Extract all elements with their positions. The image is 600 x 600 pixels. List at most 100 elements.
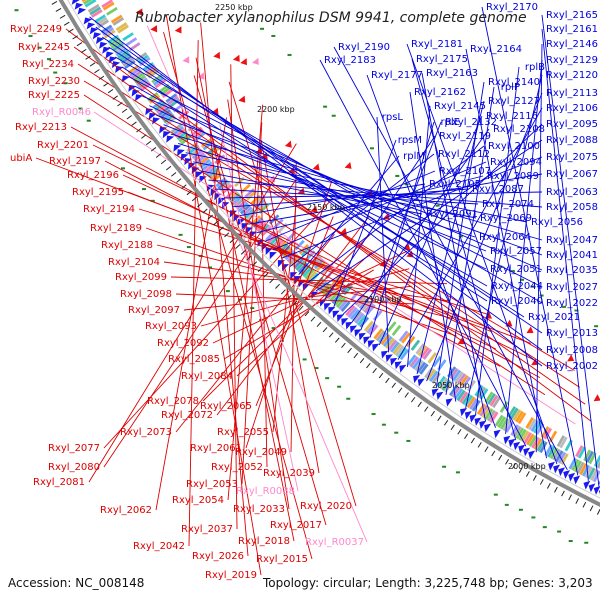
gene-label[interactable]: Rxyl_2073 xyxy=(120,427,172,438)
gene-label[interactable]: Rxyl_2052 xyxy=(211,462,263,473)
gene-label[interactable]: Rxyl_2089 xyxy=(487,171,539,182)
gene-label[interactable]: rplM xyxy=(403,151,425,162)
gene-label[interactable]: Rxyl_2098 xyxy=(120,289,172,300)
gene-label[interactable]: Rxyl_2194 xyxy=(83,204,135,215)
gene-label[interactable]: Rxyl_2081 xyxy=(33,477,85,488)
gene-label[interactable]: Rxyl_2063 xyxy=(546,187,598,198)
gene-label[interactable]: Rxyl_2189 xyxy=(90,223,142,234)
gene-label[interactable]: Rxyl_2196 xyxy=(67,170,119,181)
gene-label[interactable]: Rxyl_2087 xyxy=(472,184,524,195)
gene-label[interactable]: Rxyl_R0038 xyxy=(236,486,295,497)
gene-label[interactable]: Rxyl_2099 xyxy=(115,272,167,283)
gene-label[interactable]: Rxyl_2084 xyxy=(181,371,233,382)
gene-label[interactable]: Rxyl_2065 xyxy=(200,401,252,412)
gene-label[interactable]: Rxyl_2022 xyxy=(546,298,598,309)
gene-label[interactable]: Rxyl_2097 xyxy=(128,305,180,316)
gene-label[interactable]: Rxyl_2002 xyxy=(546,361,598,372)
gene-label[interactable]: Rxyl_2044 xyxy=(491,281,543,292)
gene-label[interactable]: Rxyl_2094 xyxy=(490,157,542,168)
gene-label[interactable]: Rxyl_2181 xyxy=(411,39,463,50)
gene-label[interactable]: Rxyl_2064 xyxy=(479,232,531,243)
gene-label[interactable]: rplB xyxy=(525,62,545,73)
gene-label[interactable]: Rxyl_2072 xyxy=(161,410,213,421)
gene-label[interactable]: Rxyl_2040 xyxy=(491,296,543,307)
gene-label[interactable]: Rxyl_2062 xyxy=(100,505,152,516)
gene-label[interactable]: Rxyl_2069 xyxy=(480,213,532,224)
gene-label[interactable]: Rxyl_2112 xyxy=(438,149,490,160)
gene-label[interactable]: Rxyl_2230 xyxy=(28,76,80,87)
gene-label[interactable]: Rxyl_2085 xyxy=(168,354,220,365)
gene-label[interactable]: Rxyl_2047 xyxy=(546,235,598,246)
gene-label[interactable]: Rxyl_2061 xyxy=(190,443,242,454)
gene-label[interactable]: Rxyl_2033 xyxy=(233,504,285,515)
gene-label[interactable]: Rxyl_R0037 xyxy=(305,537,364,548)
gene-label[interactable]: Rxyl_2042 xyxy=(133,541,185,552)
gene-label[interactable]: Rxyl_2055 xyxy=(217,427,269,438)
gene-label[interactable]: Rxyl_2163 xyxy=(426,68,478,79)
gene-label[interactable]: Rxyl_2183 xyxy=(324,55,376,66)
gene-label[interactable]: Rxyl_2106 xyxy=(546,103,598,114)
gene-label[interactable]: Rxyl_2027 xyxy=(546,282,598,293)
gene-label[interactable]: rpsM xyxy=(398,135,422,146)
gene-label[interactable]: Rxyl_2249 xyxy=(10,24,62,35)
gene-label[interactable]: Rxyl_2140 xyxy=(488,77,540,88)
gene-label[interactable]: Rxyl_2120 xyxy=(546,70,598,81)
gene-label[interactable]: Rxyl_2225 xyxy=(28,90,80,101)
gene-label[interactable]: Rxyl_2245 xyxy=(18,42,70,53)
gene-label[interactable]: Rxyl_2020 xyxy=(300,501,352,512)
gene-label[interactable]: Rxyl_2080 xyxy=(48,462,100,473)
gene-label[interactable]: Rxyl_2213 xyxy=(15,122,67,133)
gene-label[interactable]: Rxyl_2077 xyxy=(48,443,100,454)
gene-label[interactable]: Rxyl_2093 xyxy=(145,321,197,332)
gene-label[interactable]: Rxyl_2056 xyxy=(531,217,583,228)
gene-label[interactable]: Rxyl_2054 xyxy=(172,495,224,506)
gene-label[interactable]: Rxyl_2049 xyxy=(235,447,287,458)
gene-label[interactable]: Rxyl_2119 xyxy=(439,131,491,142)
gene-label[interactable]: Rxyl_2095 xyxy=(546,119,598,130)
gene-label[interactable]: Rxyl_2234 xyxy=(22,59,74,70)
gene-label[interactable]: Rxyl_2127 xyxy=(488,96,540,107)
gene-label[interactable]: Rxyl_2177 xyxy=(371,70,423,81)
gene-label[interactable]: Rxyl_2058 xyxy=(546,202,598,213)
gene-label[interactable]: Rxyl_2017 xyxy=(270,520,322,531)
gene-label[interactable]: Rxyl_2113 xyxy=(546,88,598,99)
gene-label[interactable]: Rxyl_2018 xyxy=(238,536,290,547)
gene-label[interactable]: Rxyl_2026 xyxy=(192,551,244,562)
gene-label[interactable]: Rxyl_2088 xyxy=(546,135,598,146)
gene-label[interactable]: Rxyl_2008 xyxy=(546,345,598,356)
gene-label[interactable]: Rxyl_2197 xyxy=(49,156,101,167)
gene-label[interactable]: Rxyl_2108 xyxy=(493,124,545,135)
gene-label[interactable]: Rxyl_2035 xyxy=(546,265,598,276)
gene-label[interactable]: Rxyl_2091 xyxy=(426,209,478,220)
gene-label[interactable]: Rxyl_2170 xyxy=(486,2,538,13)
gene-label[interactable]: Rxyl_2145 xyxy=(434,101,486,112)
gene-label[interactable]: Rxyl_2190 xyxy=(338,42,390,53)
gene-label[interactable]: Rxyl_2074 xyxy=(482,199,534,210)
gene-label[interactable]: Rxyl_2146 xyxy=(546,39,598,50)
gene-label[interactable]: rplP xyxy=(501,82,520,93)
gene-label[interactable]: Rxyl_R0046 xyxy=(32,107,91,118)
gene-label[interactable]: Rxyl_2129 xyxy=(546,55,598,66)
gene-label[interactable]: Rxyl_2100 xyxy=(488,141,540,152)
gene-label[interactable]: Rxyl_2053 xyxy=(186,479,238,490)
gene-label[interactable]: Rxyl_2037 xyxy=(181,524,233,535)
gene-label[interactable]: Rxyl_2057 xyxy=(490,246,542,257)
gene-label[interactable]: ubiA xyxy=(10,153,32,164)
gene-label[interactable]: Rxyl_2165 xyxy=(546,10,598,21)
gene-label[interactable]: Rxyl_2201 xyxy=(37,140,89,151)
gene-label[interactable]: Rxyl_2092 xyxy=(157,338,209,349)
gene-label[interactable]: Rxyl_2162 xyxy=(414,87,466,98)
gene-label[interactable]: Rxyl_2041 xyxy=(546,250,598,261)
gene-label[interactable]: Rxyl_2013 xyxy=(546,328,598,339)
gene-label[interactable]: Rxyl_2188 xyxy=(101,240,153,251)
gene-label[interactable]: rplE xyxy=(440,117,460,128)
gene-label[interactable]: Rxyl_2075 xyxy=(546,152,598,163)
gene-label[interactable]: Rxyl_2051 xyxy=(490,264,542,275)
gene-label[interactable]: Rxyl_2107 xyxy=(439,166,491,177)
gene-label[interactable]: Rxyl_2104 xyxy=(108,257,160,268)
gene-label[interactable]: Rxyl_2015 xyxy=(256,554,308,565)
gene-label[interactable]: Rxyl_2161 xyxy=(546,24,598,35)
gene-label[interactable]: Rxyl_2078 xyxy=(147,396,199,407)
gene-label[interactable]: Rxyl_2195 xyxy=(72,187,124,198)
gene-label[interactable]: Rxyl_2132 xyxy=(445,117,497,128)
